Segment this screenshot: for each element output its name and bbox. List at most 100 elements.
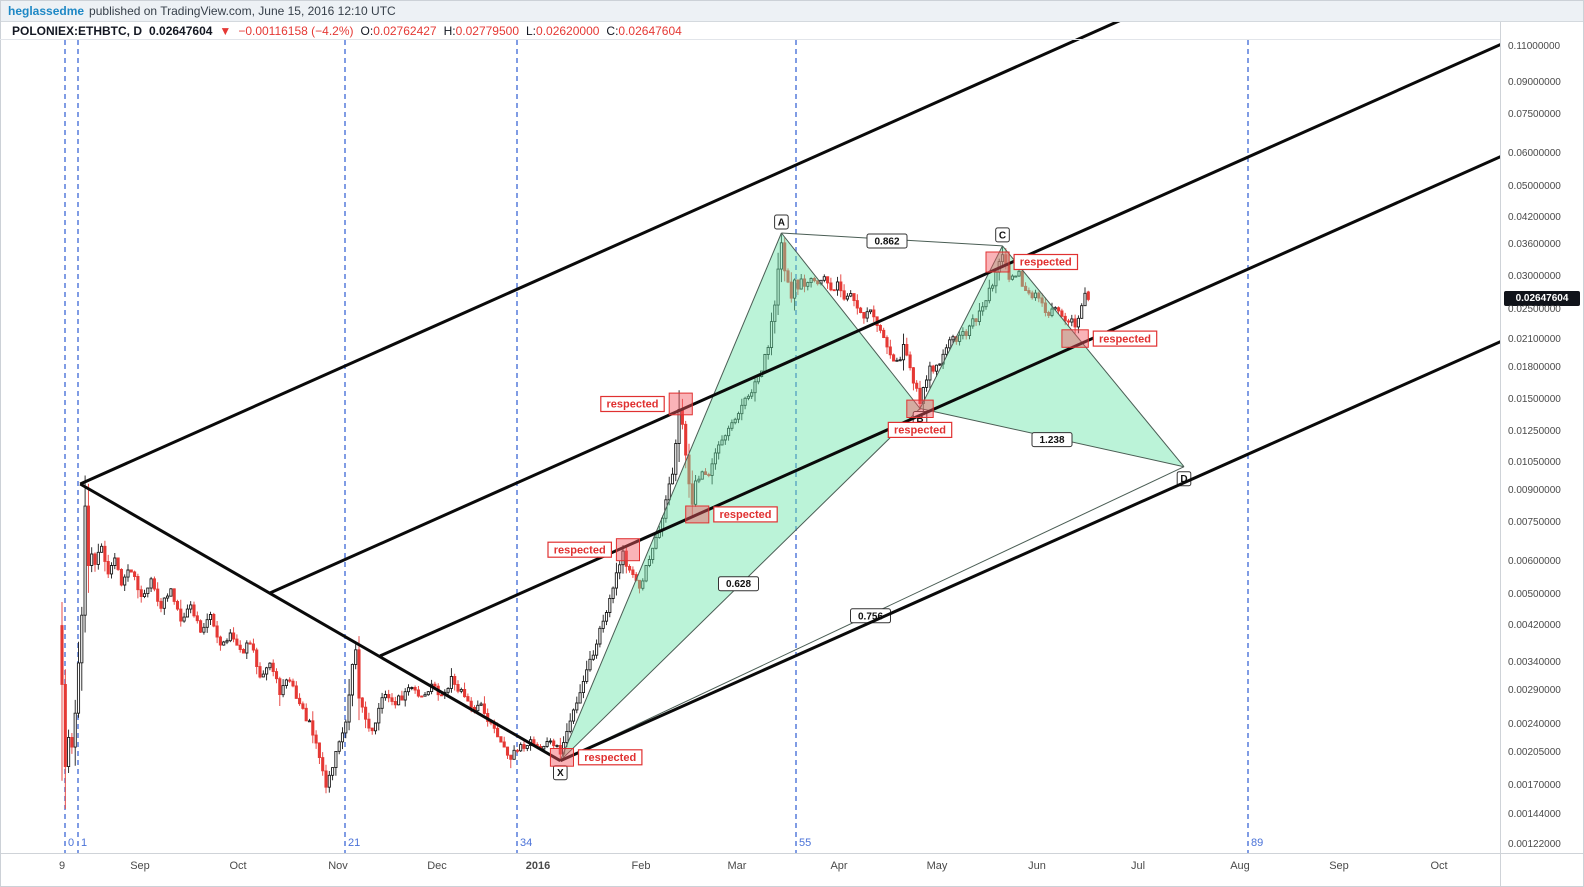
pattern-line-AB[interactable] bbox=[781, 232, 921, 409]
respected-label-text: respected bbox=[607, 399, 659, 411]
time-axis-label: 2016 bbox=[525, 860, 551, 872]
respected-label-text: respected bbox=[1099, 333, 1151, 345]
time-axis-label: Nov bbox=[328, 860, 348, 872]
chart-area[interactable]: POLONIEX:ETHBTC, D 0.02647604 ▼ −0.00116… bbox=[0, 22, 1584, 887]
respected-label-text: respected bbox=[894, 425, 946, 437]
time-axis-label: May bbox=[926, 860, 948, 872]
respected-zones-layer[interactable]: respected respected respected respected resp… bbox=[547, 251, 1158, 767]
time-axis-label: Jun bbox=[1028, 860, 1046, 872]
pitchfork-ray[interactable] bbox=[379, 155, 1500, 658]
fib-timezone-label: 55 bbox=[799, 837, 811, 849]
price-axis[interactable]: 0.02647604 0.11000000 0.09000000 0.0750000… bbox=[1500, 22, 1584, 853]
price-axis-label: 0.05000000 bbox=[1508, 181, 1561, 192]
symbol-legend[interactable]: POLONIEX:ETHBTC, D 0.02647604 ▼ −0.00116… bbox=[8, 23, 686, 38]
respected-zone[interactable] bbox=[1061, 329, 1089, 348]
ratio-label-1.238-box bbox=[1031, 432, 1073, 448]
price-axis-label: 0.02100000 bbox=[1508, 334, 1561, 345]
legend-separator bbox=[0, 39, 1500, 40]
ratio-label-0.756-text: 0.756 bbox=[858, 611, 883, 622]
price-axis-label: 0.00420000 bbox=[1508, 620, 1561, 631]
ratio-label-0.628-box bbox=[718, 576, 759, 592]
price-axis-label: 0.00240000 bbox=[1508, 719, 1561, 730]
price-axis-label: 0.00144000 bbox=[1508, 809, 1561, 820]
last-price-value: 0.02647604 bbox=[149, 23, 213, 38]
respected-label-text: respected bbox=[1020, 257, 1072, 269]
last-price-badge: 0.02647604 bbox=[1504, 291, 1580, 306]
up-candle-bodies bbox=[67, 242, 1087, 788]
respected-zone[interactable] bbox=[549, 748, 575, 767]
candles-layer[interactable] bbox=[60, 233, 1090, 809]
author-link[interactable]: heglassedme bbox=[8, 3, 85, 18]
respected-label-box bbox=[600, 395, 665, 413]
price-axis-label: 0.03600000 bbox=[1508, 239, 1561, 250]
price-axis-label: 0.00500000 bbox=[1508, 589, 1561, 600]
fib-timezones-layer[interactable]: 0 1 21 34 55 89 bbox=[64, 40, 1263, 853]
time-axis-label: 9 bbox=[58, 860, 66, 872]
down-candle-bodies bbox=[60, 242, 1090, 788]
respected-zone[interactable] bbox=[668, 392, 693, 416]
pitchfork-ray[interactable] bbox=[79, 22, 1500, 486]
pattern-point-C-box bbox=[995, 227, 1010, 243]
pattern-point-B-text: B bbox=[916, 414, 923, 425]
published-header-bar: heglassedme published on TradingView.com… bbox=[0, 0, 1584, 22]
respected-zone[interactable] bbox=[615, 538, 641, 562]
fib-timezone-label: 89 bbox=[1251, 837, 1263, 849]
respected-zone[interactable] bbox=[685, 505, 710, 524]
price-axis-label: 0.02500000 bbox=[1508, 304, 1561, 315]
price-axis-label: 0.01500000 bbox=[1508, 394, 1561, 405]
respected-zone[interactable] bbox=[985, 251, 1010, 273]
time-axis-label: Oct bbox=[1430, 860, 1448, 872]
low-value: 0.02620000 bbox=[536, 23, 600, 38]
time-axis-label: Sep bbox=[130, 860, 150, 872]
price-axis-label: 0.00340000 bbox=[1508, 657, 1561, 668]
change-value: −0.00116158 (−4.2%) bbox=[238, 23, 354, 38]
price-axis-label: 0.01050000 bbox=[1508, 457, 1561, 468]
price-axis-label: 0.00122000 bbox=[1508, 839, 1561, 850]
price-axis-label: 0.06000000 bbox=[1508, 148, 1561, 159]
respected-zone[interactable] bbox=[906, 399, 934, 419]
respected-label-box bbox=[577, 749, 643, 766]
price-axis-label: 0.07500000 bbox=[1508, 109, 1561, 120]
time-axis-label: Feb bbox=[631, 860, 651, 872]
respected-label-box bbox=[547, 541, 613, 558]
respected-label-box bbox=[1092, 330, 1158, 347]
time-axis-label: Mar bbox=[727, 860, 747, 872]
fib-timezone-label: 34 bbox=[520, 837, 532, 849]
time-axis-label: Oct bbox=[229, 860, 247, 872]
high-value: 0.02779500 bbox=[455, 23, 519, 38]
respected-label-text: respected bbox=[720, 509, 772, 521]
time-axis-label: Aug bbox=[1230, 860, 1250, 872]
xabcd-pattern-layer[interactable]: 0.862 0.628 0.756 1.238 X A B C D bbox=[553, 214, 1192, 781]
respected-label-box bbox=[713, 506, 778, 523]
close-value: 0.02647604 bbox=[618, 23, 682, 38]
pitchfork-ray[interactable] bbox=[269, 43, 1500, 595]
time-axis-label: Dec bbox=[427, 860, 447, 872]
time-axis-label: Jul bbox=[1130, 860, 1146, 872]
price-axis-label: 0.01800000 bbox=[1508, 362, 1561, 373]
published-info: published on TradingView.com, June 15, 2… bbox=[89, 3, 396, 18]
pitchfork-ray[interactable] bbox=[559, 340, 1500, 763]
respected-label-text: respected bbox=[584, 752, 636, 764]
fib-timezone-label: 1 bbox=[81, 837, 87, 849]
fib-timezone-label: 21 bbox=[348, 837, 360, 849]
price-chart-canvas[interactable]: 0 1 21 34 55 89 0.862 0.628 0.756 1.238 X A B C Drespe… bbox=[0, 22, 1500, 853]
ratio-label-0.862-text: 0.862 bbox=[874, 237, 899, 248]
pitchfork-layer[interactable] bbox=[79, 22, 1500, 763]
time-axis-label: Sep bbox=[1329, 860, 1349, 872]
ratio-label-0.862-box bbox=[866, 233, 908, 249]
ratio-label-0.628-text: 0.628 bbox=[726, 579, 751, 590]
pattern-line-CD[interactable] bbox=[1002, 245, 1185, 468]
respected-label-box bbox=[887, 421, 953, 438]
axis-corner bbox=[1500, 853, 1584, 887]
price-axis-label: 0.09000000 bbox=[1508, 77, 1561, 88]
respected-label-box bbox=[1013, 253, 1079, 271]
pitchfork-handle[interactable] bbox=[79, 482, 562, 762]
price-axis-label: 0.00205000 bbox=[1508, 747, 1561, 758]
pattern-line-XA[interactable] bbox=[559, 232, 782, 761]
open-value: 0.02762427 bbox=[373, 23, 437, 38]
pattern-point-C-text: C bbox=[999, 230, 1006, 241]
time-axis[interactable]: 9 Sep Oct Nov Dec 2016 Feb Mar Apr May Jun Jul Aug Se… bbox=[0, 853, 1500, 887]
price-axis-label: 0.03000000 bbox=[1508, 271, 1561, 282]
price-axis-label: 0.00290000 bbox=[1508, 685, 1561, 696]
